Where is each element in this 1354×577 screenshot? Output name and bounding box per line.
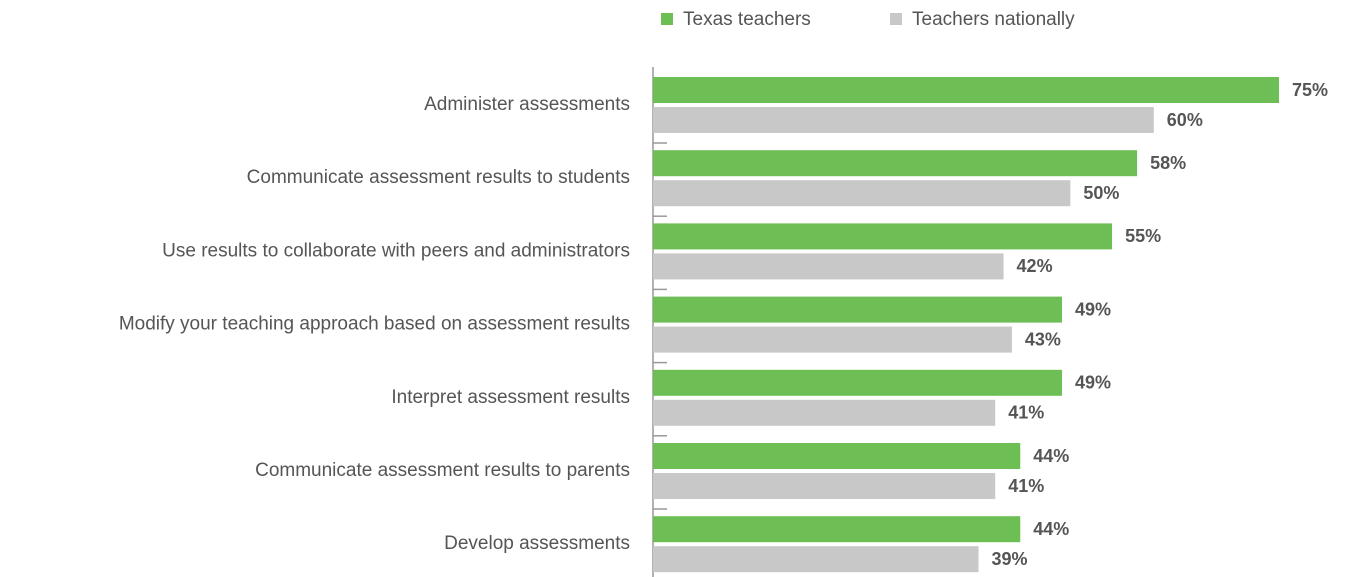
value-label: 58% [1150,153,1186,173]
category-label: Communicate assessment results to parent… [255,460,630,481]
bar [653,253,1004,280]
value-label: 39% [992,549,1028,569]
value-label: 49% [1075,299,1111,319]
bar [653,223,1113,250]
value-label: 41% [1008,403,1044,423]
bar [653,180,1071,207]
bar [653,107,1154,133]
category-label: Communicate assessment results to studen… [247,167,630,188]
bar [653,516,1021,543]
legend-swatch [890,13,902,25]
value-label: 44% [1033,519,1069,539]
bar [653,77,1279,103]
value-label: 55% [1125,226,1161,246]
bar [653,443,1021,469]
bar [653,150,1138,177]
value-label: 41% [1008,476,1044,496]
category-label: Develop assessments [444,533,630,554]
value-label: 44% [1033,446,1069,466]
legend-label: Teachers nationally [912,9,1075,30]
bar [653,326,1012,353]
value-label: 49% [1075,373,1111,393]
bar [653,546,979,573]
category-label: Administer assessments [424,94,630,115]
legend-swatch [661,13,673,25]
value-label: 75% [1292,80,1328,100]
category-label: Use results to collaborate with peers an… [162,240,630,261]
value-label: 60% [1167,110,1203,130]
value-label: 43% [1025,329,1061,349]
value-label: 50% [1083,183,1119,203]
category-label: Interpret assessment results [391,387,630,408]
bar [653,399,996,426]
value-label: 42% [1017,256,1053,276]
bar [653,473,996,499]
bar [653,369,1062,396]
legend-label: Texas teachers [683,9,811,30]
bar [653,296,1062,323]
category-label: Modify your teaching approach based on a… [119,314,630,335]
